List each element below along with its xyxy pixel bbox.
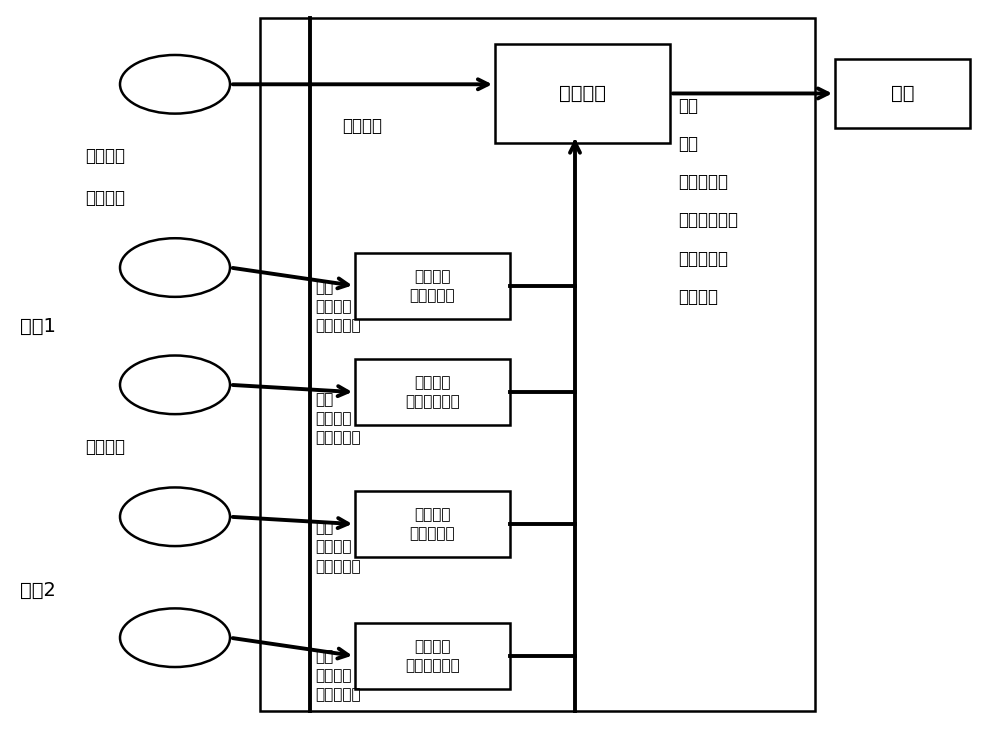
Text: 海拘1: 海拘1: [20, 317, 56, 336]
Bar: [495, 44, 670, 143]
Text: 增压器转速: 增压器转速: [678, 249, 728, 268]
Text: 转速
共轨压力
循环喷油量: 转速 共轨压力 循环喷油量: [315, 392, 361, 446]
Text: 转速
共轨压力
循环喷油量: 转速 共轨压力 循环喷油量: [315, 649, 361, 702]
Text: 最高燃烧压力: 最高燃烧压力: [678, 211, 738, 229]
Bar: [835, 59, 970, 128]
Text: 涡前排温: 涡前排温: [678, 287, 718, 306]
Text: 局部模型: 局部模型: [559, 84, 606, 103]
Text: 全局模型
（全负荷）: 全局模型 （全负荷）: [410, 507, 455, 541]
Bar: [355, 623, 510, 689]
Text: 喷油定时: 喷油定时: [342, 117, 382, 136]
Text: 全局变量: 全局变量: [85, 438, 125, 456]
Text: 转速
共轨压力
循环喷油量: 转速 共轨压力 循环喷油量: [315, 520, 361, 574]
Text: 海拘2: 海拘2: [20, 581, 56, 600]
Text: 全局模型
（部分负荷）: 全局模型 （部分负荷）: [405, 375, 460, 409]
Bar: [260, 18, 815, 711]
Text: 转速
共轨压力
循环喷油量: 转速 共轨压力 循环喷油量: [315, 280, 361, 334]
Text: 全局模型
（部分负荷）: 全局模型 （部分负荷）: [405, 639, 460, 673]
Text: 全局模型
（全负荷）: 全局模型 （全负荷）: [410, 269, 455, 303]
Text: 全局变量: 全局变量: [85, 189, 125, 207]
Bar: [355, 359, 510, 425]
Text: 燃油消耗率: 燃油消耗率: [678, 173, 728, 191]
Text: 功率: 功率: [678, 136, 698, 153]
Text: 转矩: 转矩: [678, 97, 698, 115]
Bar: [355, 253, 510, 319]
Text: 响应: 响应: [891, 84, 914, 103]
Bar: [355, 491, 510, 557]
Text: 局部变量: 局部变量: [85, 147, 125, 165]
